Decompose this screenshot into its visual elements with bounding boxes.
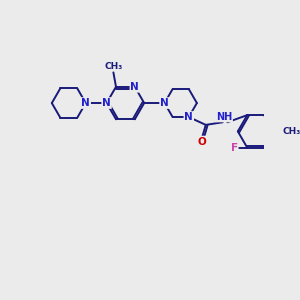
- Text: N: N: [81, 98, 90, 108]
- Text: N: N: [160, 98, 169, 108]
- Text: NH: NH: [216, 112, 232, 122]
- Text: CH₃: CH₃: [283, 127, 300, 136]
- Text: N: N: [184, 112, 193, 122]
- Text: N: N: [130, 82, 139, 92]
- Text: O: O: [197, 136, 206, 147]
- Text: N: N: [102, 98, 111, 108]
- Text: CH₃: CH₃: [104, 62, 122, 71]
- Text: F: F: [231, 143, 238, 153]
